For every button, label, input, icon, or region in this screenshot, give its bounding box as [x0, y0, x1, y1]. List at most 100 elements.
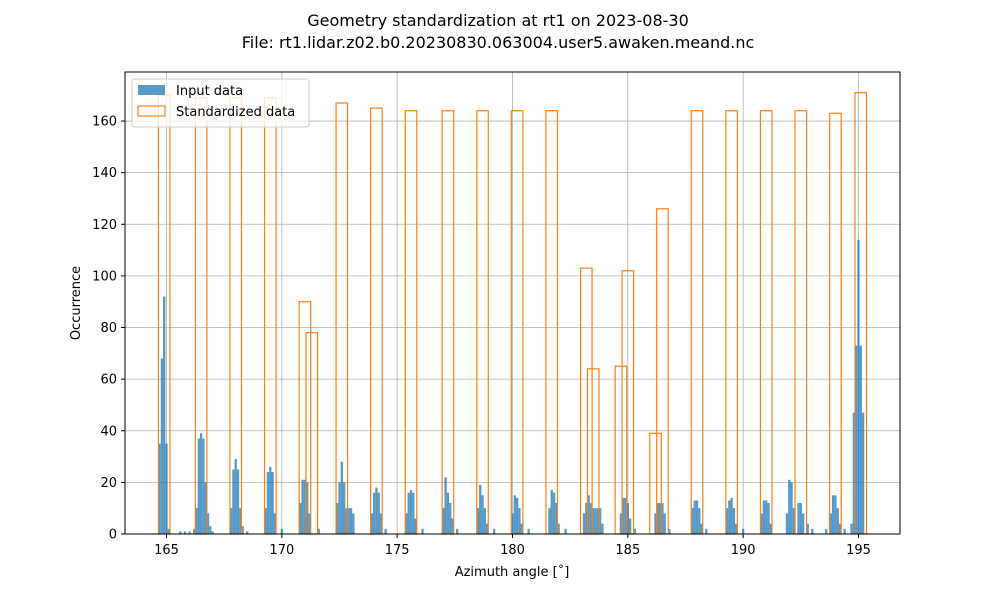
input-data-bar [372, 492, 376, 534]
input-data-bar [735, 523, 738, 534]
x-tick-label: 180 [500, 543, 525, 558]
input-data-bar [492, 528, 496, 534]
y-tick-label: 100 [92, 269, 117, 284]
input-data-bar [700, 523, 703, 534]
input-data-bar [564, 528, 567, 534]
input-data-bar [375, 487, 378, 534]
input-data-bar [229, 508, 233, 534]
input-data-bars [158, 239, 865, 534]
input-data-bar [548, 508, 551, 534]
input-data-bar [384, 528, 387, 534]
input-data-bar [211, 531, 214, 534]
input-data-bar [444, 477, 447, 534]
standardized-data-bar [794, 110, 808, 535]
input-data-bar [163, 296, 166, 534]
input-data-bar [843, 528, 846, 534]
y-tick-label: 60 [100, 373, 117, 388]
input-data-bar [273, 513, 277, 534]
input-data-bar [485, 523, 489, 534]
input-data-bar [379, 513, 383, 534]
standardized-data-bar [441, 110, 455, 535]
input-data-bar [449, 503, 452, 534]
input-data-bar [589, 503, 593, 534]
input-data-bar [628, 518, 632, 534]
standardized-data-bar [725, 110, 738, 535]
input-data-bar [407, 492, 410, 534]
legend-swatch-standardized-data [137, 105, 166, 117]
input-data-bar [695, 500, 699, 534]
standardized-data-bar [510, 110, 524, 535]
input-data-bar [513, 495, 516, 534]
input-data-bar [206, 513, 210, 534]
standardized-data-bar [690, 110, 704, 535]
chart-title: Geometry standardization at rt1 on 2023-… [307, 11, 689, 30]
input-data-bar [806, 523, 809, 534]
input-data-bar [306, 482, 309, 534]
input-data-bar [626, 503, 629, 534]
input-data-bar [861, 412, 865, 534]
input-data-bar [412, 492, 415, 534]
input-data-bar [834, 495, 837, 534]
input-data-bar [762, 500, 766, 534]
input-data-bar [479, 484, 482, 534]
input-data-bar [232, 469, 235, 534]
y-tick-label: 140 [92, 166, 117, 181]
input-data-bar [767, 503, 770, 534]
input-data-bar [732, 508, 736, 534]
input-data-bar [661, 503, 664, 534]
input-data-bar [476, 508, 480, 534]
input-data-bar [414, 518, 417, 534]
x-tick-label: 185 [615, 543, 640, 558]
legend: Input data Standardized data [131, 78, 310, 128]
input-data-bar [825, 528, 828, 534]
input-data-bar [446, 492, 450, 534]
input-data-bar [765, 500, 768, 534]
input-data-bar [654, 513, 657, 534]
input-data-bar [455, 528, 459, 534]
standardized-data-bar [404, 110, 418, 535]
input-data-bar [483, 508, 486, 534]
input-data-bar [158, 443, 161, 534]
input-data-bar [179, 531, 182, 534]
input-data-bar [209, 526, 212, 534]
y-axis-ticks: 0 20 40 60 80 100 120 140 160 [92, 115, 125, 543]
input-data-bar [234, 459, 237, 534]
input-data-bar [183, 531, 187, 534]
input-data-bar [165, 443, 168, 534]
input-data-bar [596, 508, 599, 534]
input-data-bar [587, 495, 590, 534]
input-data-bar [301, 479, 304, 534]
input-data-bar [859, 345, 862, 534]
input-data-bar [442, 508, 445, 534]
input-data-bar [340, 461, 343, 534]
y-tick-label: 20 [100, 476, 117, 491]
input-data-bar [266, 472, 270, 534]
input-data-bar [352, 513, 355, 534]
input-data-bar [850, 523, 853, 534]
x-axis-ticks: 165 170 175 180 185 190 195 [154, 534, 871, 558]
x-tick-label: 190 [731, 543, 756, 558]
y-tick-label: 40 [100, 424, 117, 439]
chart-subtitle: File: rt1.lidar.z02.b0.20230830.063004.u… [242, 33, 755, 52]
y-tick-label: 120 [92, 218, 117, 233]
input-data-bar [308, 513, 311, 534]
input-data-bar [836, 508, 839, 534]
input-data-bar [790, 482, 793, 534]
input-data-bar [788, 479, 791, 534]
input-data-bar [601, 523, 604, 534]
input-data-bar [317, 528, 320, 534]
input-data-bar [594, 508, 597, 534]
input-data-bar [633, 528, 636, 534]
y-tick-label: 160 [92, 115, 117, 130]
input-data-bar [769, 523, 772, 534]
standardized-data-bar [545, 110, 559, 535]
legend-swatch-input-data [138, 85, 165, 95]
input-data-bar [405, 513, 408, 534]
input-data-bar [481, 495, 484, 534]
input-data-bar [236, 469, 240, 534]
input-data-bar [421, 528, 424, 534]
legend-label-standardized-data: Standardized data [176, 105, 295, 120]
input-data-bar [855, 345, 858, 534]
input-data-bar [193, 528, 196, 534]
